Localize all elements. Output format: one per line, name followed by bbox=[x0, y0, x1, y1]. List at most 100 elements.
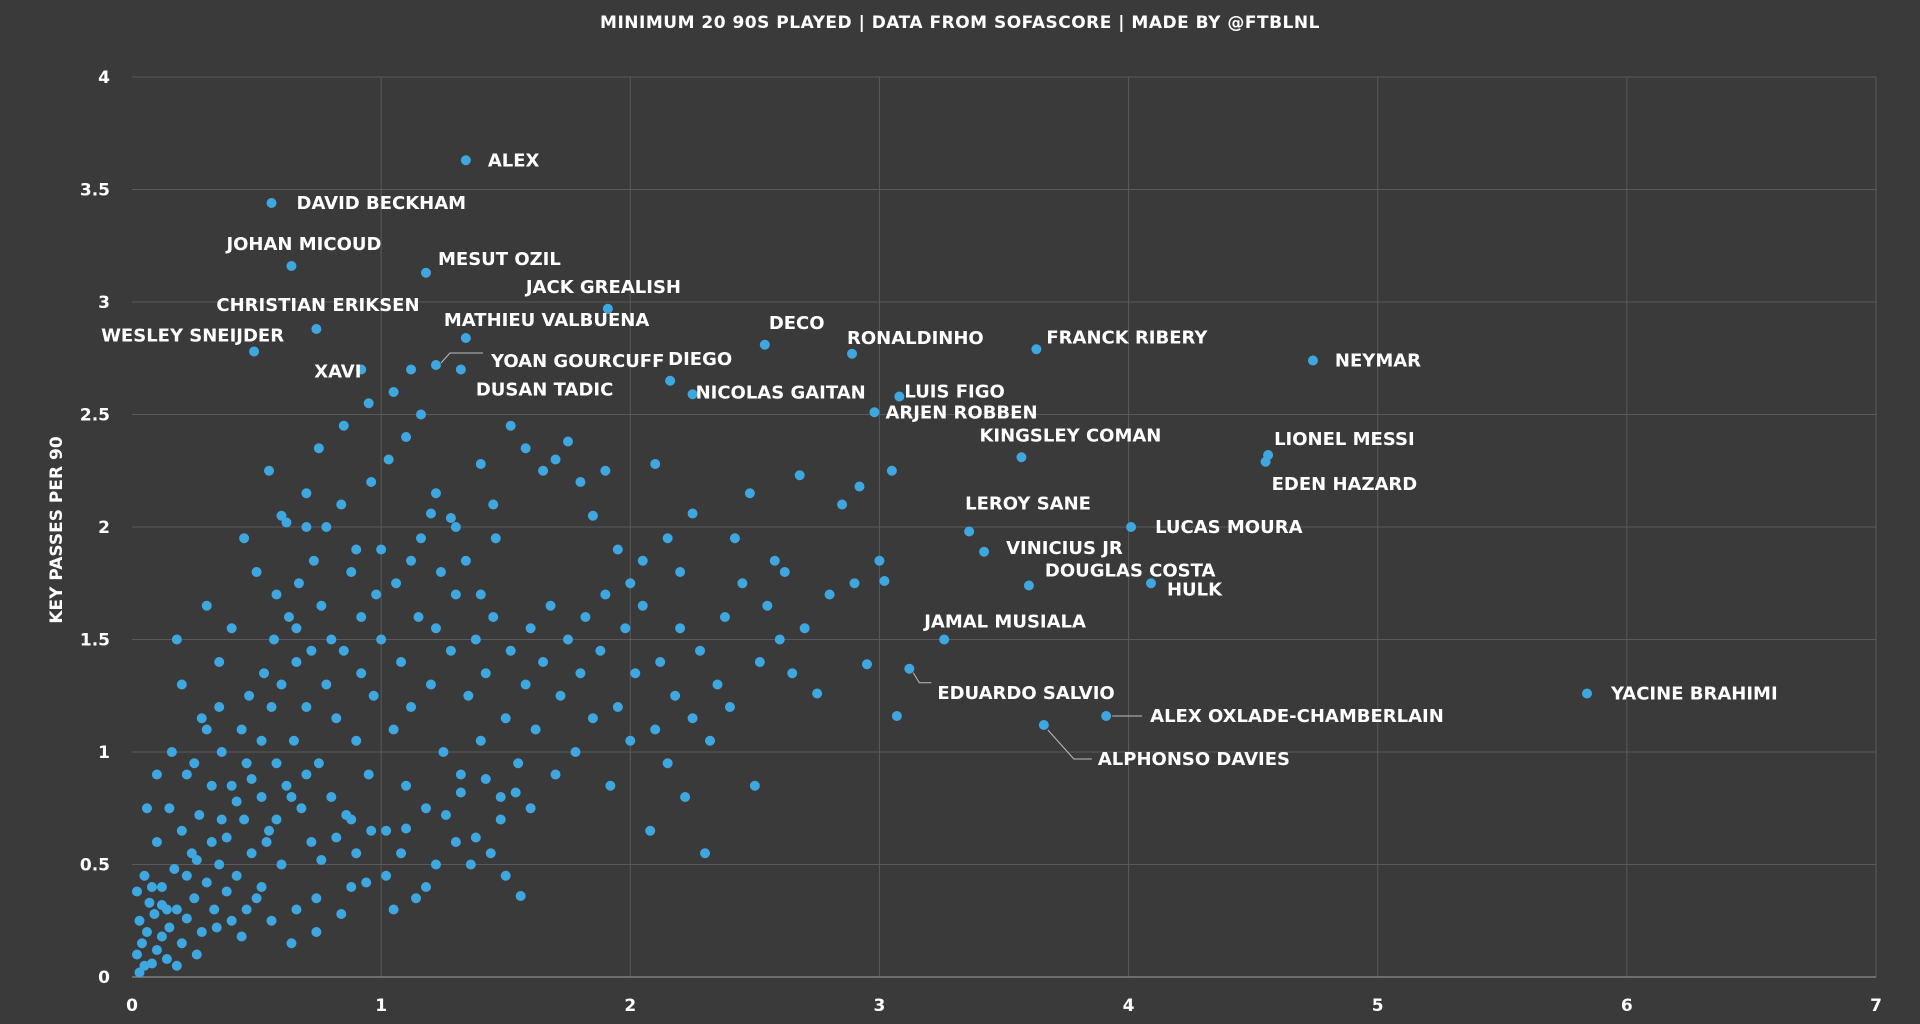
data-point bbox=[196, 713, 207, 724]
point-label: EDEN HAZARD bbox=[1272, 474, 1418, 495]
data-point bbox=[675, 567, 686, 577]
data-point bbox=[269, 634, 280, 645]
data-point bbox=[144, 897, 155, 908]
data-point bbox=[495, 814, 506, 825]
data-point bbox=[490, 533, 501, 544]
point-label: XAVI bbox=[314, 362, 361, 383]
data-point bbox=[470, 634, 481, 645]
data-point bbox=[196, 927, 207, 937]
x-tick-label: 7 bbox=[1870, 996, 1882, 1016]
data-point bbox=[271, 814, 282, 825]
data-point bbox=[156, 931, 167, 942]
data-point bbox=[316, 600, 327, 611]
point-label: MATHIEU VALBUENA bbox=[444, 310, 649, 331]
data-point bbox=[391, 578, 402, 589]
data-point bbox=[587, 510, 598, 521]
data-point-labeled bbox=[1307, 355, 1318, 366]
data-point-labeled bbox=[1101, 711, 1112, 721]
data-point bbox=[687, 713, 698, 724]
data-point bbox=[450, 589, 461, 600]
point-label: MESUT OZIL bbox=[438, 249, 561, 270]
data-point bbox=[605, 780, 616, 791]
data-point bbox=[525, 623, 536, 634]
data-point bbox=[206, 837, 217, 847]
point-label: NICOLAS GAITAN bbox=[696, 382, 866, 403]
data-point bbox=[211, 922, 222, 933]
data-point bbox=[176, 825, 187, 836]
data-point bbox=[712, 679, 723, 690]
data-point bbox=[194, 810, 205, 820]
point-label: JAMAL MUSIALA bbox=[922, 612, 1086, 633]
data-point bbox=[525, 803, 536, 814]
y-tick-label: 3 bbox=[98, 293, 110, 313]
data-point bbox=[510, 787, 521, 798]
data-point bbox=[181, 769, 192, 780]
point-label: HULK bbox=[1167, 579, 1223, 600]
data-point bbox=[181, 870, 192, 881]
data-point bbox=[141, 927, 152, 937]
data-point bbox=[164, 922, 175, 933]
data-point bbox=[276, 859, 287, 870]
data-point-labeled bbox=[1581, 688, 1592, 699]
data-point bbox=[861, 659, 872, 670]
data-point bbox=[769, 555, 780, 566]
data-point-labeled bbox=[759, 339, 770, 350]
data-point bbox=[321, 522, 332, 532]
data-point-labeled bbox=[1145, 578, 1156, 589]
data-point bbox=[331, 832, 342, 843]
x-tick-label: 0 bbox=[126, 996, 138, 1016]
data-point bbox=[388, 724, 399, 735]
point-label: DECO bbox=[769, 313, 825, 334]
data-point bbox=[724, 702, 735, 712]
data-point bbox=[131, 886, 142, 897]
point-label: LIONEL MESSI bbox=[1274, 429, 1415, 450]
x-tick-label: 6 bbox=[1621, 996, 1633, 1016]
data-point bbox=[550, 454, 561, 465]
data-point bbox=[336, 499, 347, 510]
point-label: EDUARDO SALVIO bbox=[937, 683, 1114, 704]
point-label: JACK GREALISH bbox=[524, 277, 681, 298]
data-point bbox=[837, 499, 848, 510]
data-point bbox=[201, 600, 212, 611]
data-point bbox=[575, 668, 586, 679]
data-point bbox=[420, 803, 431, 814]
data-point bbox=[226, 780, 237, 791]
data-point bbox=[241, 904, 252, 915]
y-tick-label: 2.5 bbox=[80, 406, 110, 426]
point-label: YACINE BRAHIMI bbox=[1610, 684, 1778, 705]
data-point bbox=[475, 589, 486, 600]
data-point bbox=[301, 769, 312, 780]
data-point bbox=[680, 792, 691, 802]
data-point bbox=[445, 513, 456, 523]
data-point bbox=[301, 702, 312, 712]
data-point bbox=[460, 555, 471, 566]
data-point bbox=[346, 882, 357, 892]
x-tick-label: 2 bbox=[624, 996, 636, 1016]
data-point bbox=[221, 886, 232, 897]
data-point bbox=[164, 803, 175, 814]
data-point bbox=[221, 832, 232, 843]
data-point-labeled bbox=[311, 324, 322, 334]
data-point bbox=[231, 796, 242, 807]
point-label: RONALDINHO bbox=[847, 328, 984, 349]
data-point bbox=[336, 909, 347, 919]
point-label: KINGSLEY COMAN bbox=[979, 425, 1161, 446]
point-label: LEROY SANE bbox=[965, 494, 1091, 515]
data-point bbox=[595, 645, 606, 656]
data-point bbox=[430, 623, 441, 634]
data-point bbox=[388, 387, 399, 397]
data-point bbox=[181, 913, 192, 924]
data-point bbox=[650, 724, 661, 735]
data-point bbox=[662, 758, 673, 769]
data-point bbox=[413, 612, 424, 622]
data-point bbox=[401, 823, 412, 834]
data-point bbox=[794, 470, 805, 481]
data-point bbox=[216, 747, 227, 757]
point-label: FRANCK RIBERY bbox=[1046, 327, 1208, 348]
data-point bbox=[301, 488, 312, 499]
data-point bbox=[246, 774, 257, 784]
point-label: VINICIUS JR bbox=[1006, 538, 1123, 559]
data-point bbox=[416, 533, 427, 544]
data-point bbox=[286, 938, 297, 949]
